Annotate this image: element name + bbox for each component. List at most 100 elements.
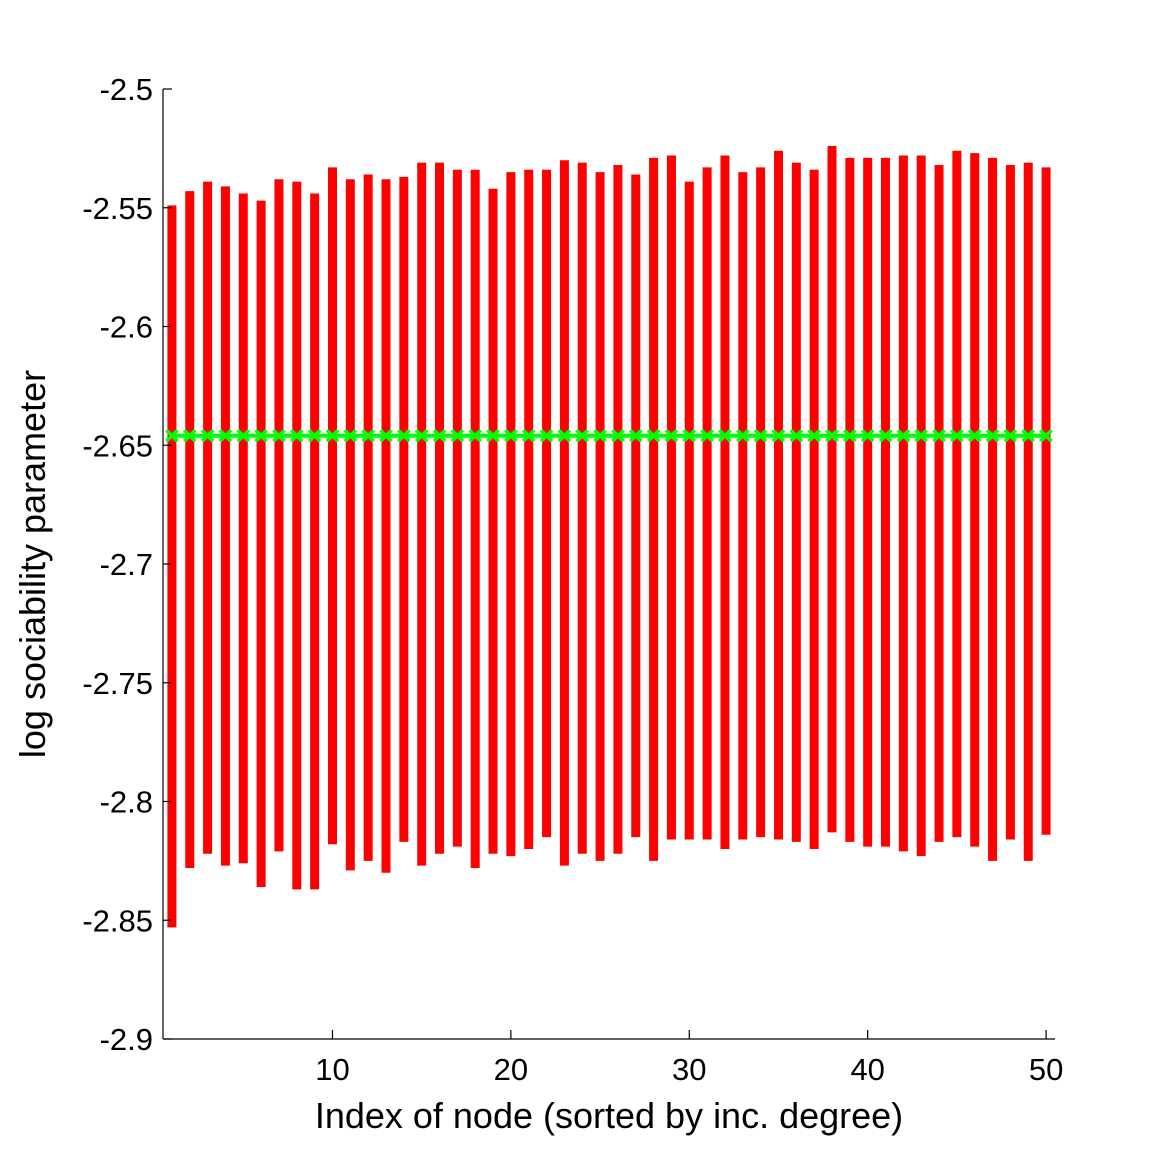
interval-bar-22 [542, 169, 552, 838]
marker-15 [414, 429, 429, 443]
marker-2 [183, 429, 197, 443]
y-tick-label: -2.65 [82, 428, 153, 463]
marker-37 [807, 429, 821, 443]
interval-bar-38 [827, 146, 837, 833]
interval-bar-40 [863, 157, 873, 847]
marker-43 [914, 429, 928, 443]
x-tick-label: 50 [1029, 1052, 1063, 1087]
x-tick-label: 10 [315, 1052, 349, 1087]
y-tick-label: -2.75 [82, 666, 153, 701]
marker-12 [361, 429, 375, 443]
interval-bar-47 [988, 157, 998, 861]
marker-45 [950, 429, 964, 443]
marker-31 [700, 429, 714, 443]
y-axis-title: log sociability parameter [12, 370, 53, 758]
interval-bar-1 [167, 205, 177, 928]
interval-bar-23 [559, 160, 569, 866]
marker-33 [736, 429, 750, 443]
interval-bars [167, 146, 1051, 928]
interval-bar-48 [1005, 165, 1015, 840]
marker-46 [967, 429, 982, 443]
marker-27 [629, 429, 643, 443]
x-tick-label: 40 [850, 1052, 884, 1087]
y-tick-label: -2.8 [100, 785, 153, 820]
marker-17 [450, 429, 465, 443]
x-axis-title: Index of node (sorted by inc. degree) [315, 1095, 903, 1136]
marker-36 [789, 429, 804, 443]
marker-44 [932, 429, 946, 443]
interval-bar-4 [220, 186, 230, 866]
marker-3 [200, 429, 215, 443]
marker-34 [753, 429, 768, 443]
interval-bar-35 [773, 150, 783, 840]
interval-bar-24 [577, 162, 587, 854]
interval-bar-29 [666, 155, 676, 840]
marker-50 [1039, 429, 1053, 443]
marker-14 [397, 429, 411, 443]
point-markers [165, 429, 1053, 443]
interval-bar-16 [435, 162, 445, 854]
interval-bar-39 [845, 157, 855, 842]
interval-bar-46 [970, 153, 980, 847]
interval-bar-6 [256, 200, 266, 887]
interval-bar-14 [399, 176, 409, 842]
interval-bar-41 [881, 157, 891, 847]
axes [162, 88, 1055, 1040]
marker-32 [718, 429, 732, 443]
marker-8 [290, 429, 304, 443]
interval-bar-17 [452, 169, 462, 847]
interval-bar-31 [702, 167, 712, 840]
interval-bar-8 [292, 181, 302, 890]
interval-bar-7 [274, 179, 284, 852]
interval-bar-42 [898, 155, 908, 852]
marker-6 [254, 429, 268, 443]
marker-49 [1021, 429, 1035, 443]
interval-bar-18 [470, 169, 480, 868]
x-tick-label: 20 [494, 1052, 528, 1087]
interval-bar-44 [934, 165, 944, 842]
interval-bar-21 [524, 169, 534, 849]
marker-11 [343, 429, 358, 443]
marker-29 [664, 429, 679, 443]
tick-labels: -2.5 -2.55 -2.6 -2.65 -2.7 -2.75 -2.8 -2.85 -2.9… [82, 72, 1063, 1087]
interval-bar-43 [916, 155, 926, 857]
interval-bar-30 [684, 181, 694, 840]
marker-26 [611, 429, 625, 443]
marker-19 [486, 429, 500, 443]
marker-28 [646, 429, 661, 443]
marker-40 [860, 429, 875, 443]
interval-bar-45 [952, 150, 962, 838]
marker-1 [165, 429, 179, 443]
y-tick-label: -2.9 [100, 1022, 153, 1057]
interval-bar-32 [720, 155, 730, 849]
marker-10 [325, 429, 340, 443]
marker-22 [539, 429, 554, 443]
marker-38 [825, 429, 839, 443]
y-tick-label: -2.6 [100, 310, 153, 345]
interval-bar-3 [203, 181, 213, 854]
y-tick-label: -2.7 [100, 547, 153, 582]
y-tick-label: -2.55 [82, 191, 153, 226]
marker-20 [504, 429, 518, 443]
interval-bar-49 [1023, 162, 1033, 861]
interval-bar-2 [185, 191, 195, 868]
marker-39 [843, 429, 857, 443]
marker-5 [236, 429, 251, 443]
marker-42 [896, 429, 911, 443]
marker-35 [771, 429, 786, 443]
marker-18 [468, 429, 482, 443]
interval-bar-25 [595, 172, 605, 861]
marker-9 [307, 429, 322, 443]
interval-bar-20 [506, 172, 516, 857]
marker-4 [218, 429, 233, 443]
marker-41 [878, 429, 893, 443]
interval-bar-19 [488, 188, 498, 854]
marker-16 [432, 429, 447, 443]
interval-bar-12 [363, 174, 373, 861]
interval-bar-9 [310, 193, 320, 890]
marker-7 [272, 429, 286, 443]
marker-30 [682, 429, 697, 443]
x-tick-label: 30 [672, 1052, 706, 1087]
interval-bar-28 [649, 157, 659, 861]
marker-23 [557, 429, 572, 443]
